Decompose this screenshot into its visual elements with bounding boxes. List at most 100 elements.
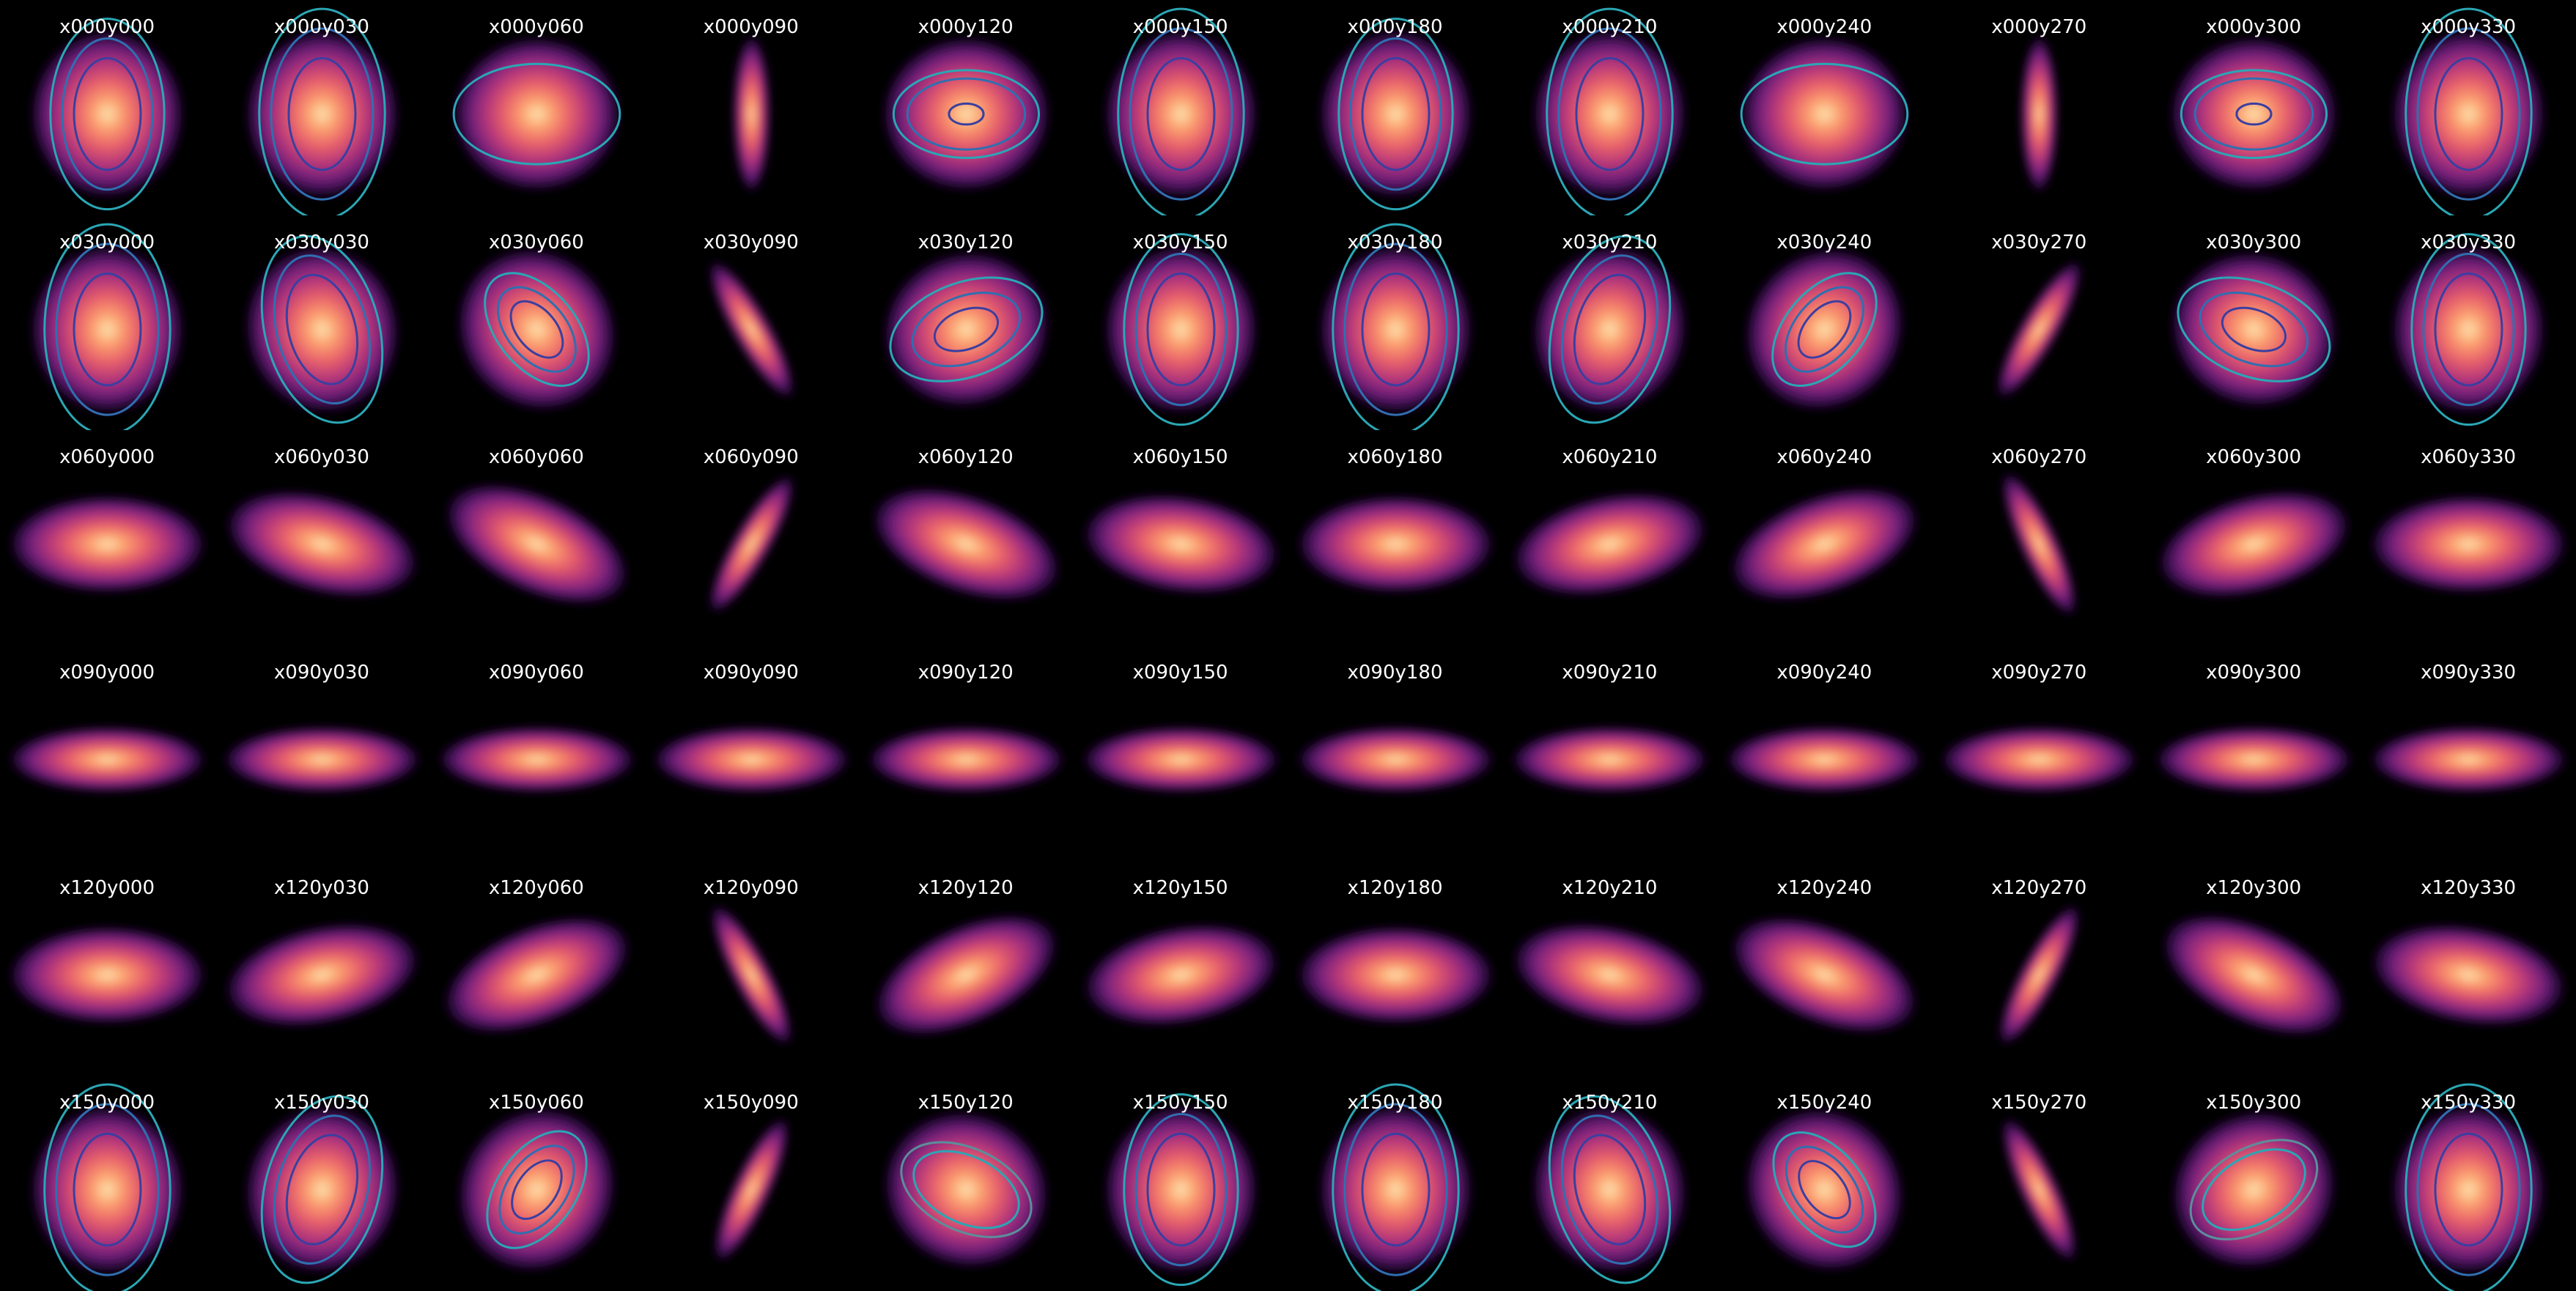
panel-title: x150y030 [273,1092,369,1114]
galaxy-image [2369,922,2569,1027]
galaxy-light [2367,725,2570,794]
galaxy-light [1996,259,2084,400]
projection-panel: x000y330 [2361,0,2576,215]
galaxy-light [2001,1116,2078,1264]
panel-title: x150y180 [1347,1092,1443,1114]
contour-ellipse [2180,69,2328,160]
projection-panel: x060y060 [429,430,644,646]
galaxy-light [2001,470,2078,618]
galaxy-light [222,921,422,1028]
galaxy-light [242,243,402,415]
galaxy-image [713,1116,790,1264]
galaxy-image [871,912,1060,1037]
galaxy-image [1742,245,1908,413]
projection-panel: x150y000 [0,1076,215,1291]
galaxy-light [871,912,1060,1037]
galaxy-image [1315,18,1475,211]
galaxy-image [1315,223,1475,431]
panel-title: x060y150 [1132,446,1228,469]
contour-ellipse [1785,1145,1864,1234]
projection-panel: x030y120 [859,215,1074,431]
panel-title: x000y240 [1776,16,1872,38]
projection-panel: x090y180 [1288,646,1503,861]
panel-title: x150y000 [59,1092,155,1114]
contour-ellipse [2434,56,2503,171]
projection-panel: x150y240 [1717,1076,1932,1291]
panel-title: x060y300 [2206,446,2302,469]
galaxy-image [1742,1106,1907,1274]
galaxy-image [28,18,187,211]
projection-panel: x060y330 [2361,430,2576,646]
galaxy-image [1508,725,1711,794]
contour-ellipse [1122,232,1239,426]
galaxy-image [2020,33,2059,195]
projection-panel: x090y030 [215,646,429,861]
contour-ellipse [1331,1084,1460,1291]
projection-panel: x000y060 [429,0,644,215]
galaxy-image [454,1106,619,1274]
panel-title: x000y150 [1132,16,1228,38]
contour-ellipse [1331,223,1460,431]
galaxy-light [1101,27,1261,201]
contour-ellipse [906,77,1026,151]
contour-ellipse [1741,62,1909,166]
projection-panel: x090y210 [1502,646,1717,861]
galaxy-image [1510,491,1710,598]
projection-panel: x150y120 [859,1076,1074,1291]
projection-panel: x000y090 [644,0,859,215]
contour-ellipse [1785,286,1865,373]
panel-title: x030y060 [488,231,584,254]
contour-ellipse [1337,18,1454,211]
galaxy-image [6,725,209,794]
galaxy-light [1510,921,1710,1028]
galaxy-light [2367,494,2570,594]
galaxy-light [442,482,631,607]
projection-panel: x120y030 [215,861,429,1076]
projection-panel: x150y270 [1932,1076,2147,1291]
galaxy-light [2168,249,2340,410]
panel-title: x030y270 [1991,231,2087,254]
projection-panel: x030y180 [1288,215,1503,431]
contour-ellipse [912,1150,1020,1229]
panel-title: x120y090 [703,876,799,899]
panel-title: x060y090 [703,446,799,469]
panel-title: x150y240 [1776,1092,1872,1114]
galaxy-image [865,725,1068,794]
projection-panel: x060y120 [859,430,1074,646]
galaxy-light [2389,27,2548,201]
contour-ellipse [1561,1114,1659,1265]
contour-ellipse [49,18,166,211]
panel-title: x090y060 [488,662,584,684]
panel-title: x090y090 [703,662,799,684]
panel-title: x120y240 [1776,876,1872,899]
galaxy-image [1293,494,1496,594]
galaxy-image [732,33,771,195]
galaxy-light [1998,903,2081,1047]
galaxy-image [650,725,853,794]
galaxy-light [1530,27,1689,201]
panel-title: x030y300 [2206,231,2302,254]
contour-ellipse [2434,1133,2503,1247]
panel-title: x120y210 [1562,876,1658,899]
contour-ellipse [452,62,621,166]
projection-panel: x120y090 [644,861,859,1076]
panel-title: x030y000 [59,231,155,254]
projection-panel: x060y210 [1502,430,1717,646]
contour-ellipse [2199,291,2309,367]
galaxy-image [1101,232,1261,426]
projection-panel: x060y240 [1717,430,1932,646]
galaxy-light [2369,922,2569,1027]
galaxy-image [2001,1116,2078,1264]
galaxy-image [1293,925,1496,1025]
galaxy-image [2001,470,2078,618]
galaxy-image [2367,725,2570,794]
projection-panel: x000y180 [1288,0,1503,215]
galaxy-image [880,1109,1052,1270]
galaxy-image [242,1095,402,1284]
contour-ellipse [2202,1148,2306,1232]
galaxy-light [2020,33,2059,195]
projection-panel: x030y210 [1502,215,1717,431]
galaxy-image [2169,1109,2339,1271]
galaxy-light [1510,491,1710,598]
projection-panel: x150y300 [2147,1076,2361,1291]
